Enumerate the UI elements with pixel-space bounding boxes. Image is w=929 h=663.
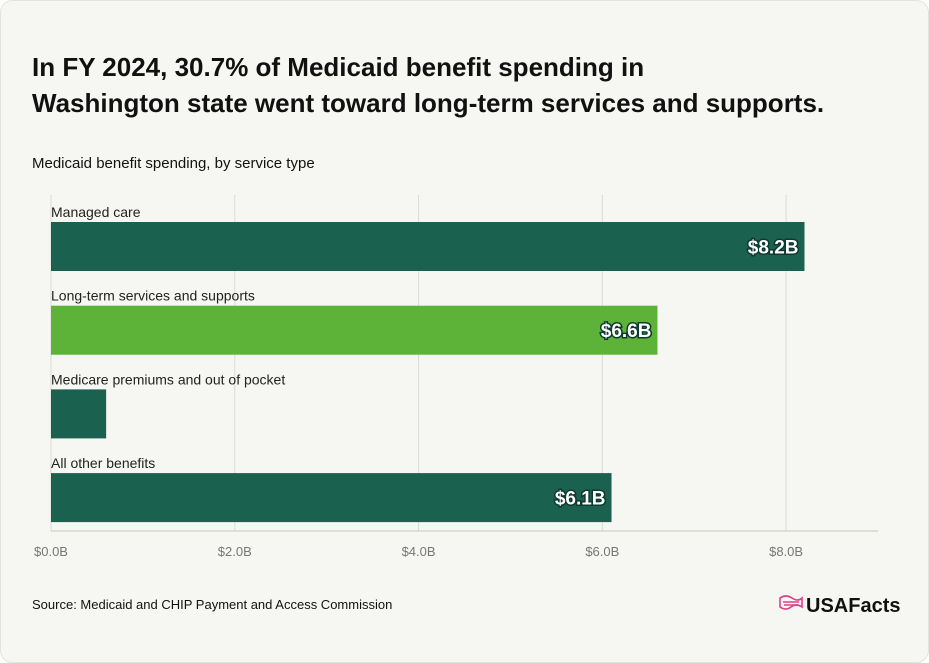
- x-tick-label: $2.0B: [218, 544, 252, 559]
- x-tick-label: $6.0B: [585, 544, 619, 559]
- category-label: All other benefits: [51, 455, 155, 471]
- value-label: $8.2B: [748, 238, 799, 259]
- category-label: Managed care: [51, 204, 141, 220]
- value-label: $6.1B: [555, 489, 606, 510]
- category-label: Medicare premiums and out of pocket: [51, 371, 285, 387]
- logo-icon: [779, 595, 803, 610]
- logo: USAFacts: [806, 595, 900, 617]
- x-tick-label: $4.0B: [402, 544, 436, 559]
- bar: [51, 389, 107, 439]
- x-tick-label: $0.0B: [34, 544, 68, 559]
- bar: [51, 473, 612, 523]
- value-label: $6.6B: [601, 321, 652, 342]
- bar: [51, 222, 805, 271]
- category-label: Long-term services and supports: [51, 288, 255, 304]
- x-tick-label: $8.0B: [769, 544, 803, 559]
- chart-subtitle: Medicaid benefit spending, by service ty…: [32, 155, 315, 172]
- source: Source: Medicaid and CHIP Payment and Ac…: [32, 597, 392, 612]
- bar: [51, 305, 658, 355]
- chart-title: In FY 2024, 30.7% of Medicaid benefit sp…: [32, 52, 824, 118]
